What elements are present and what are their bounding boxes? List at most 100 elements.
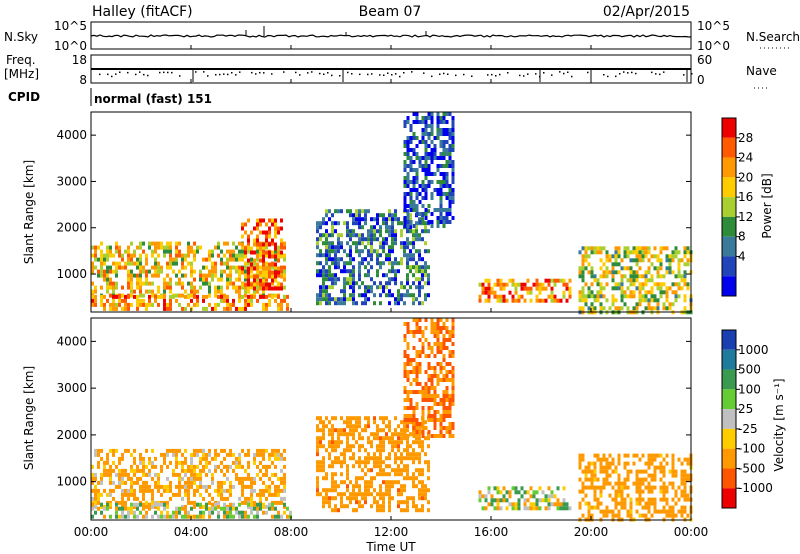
heatmap-cell: [421, 406, 425, 410]
heatmap-cell: [382, 496, 385, 501]
heatmap-cell: [373, 301, 376, 306]
heatmap-cell: [433, 188, 437, 192]
heatmap-cell: [94, 488, 97, 493]
heatmap-cell: [379, 233, 382, 238]
heatmap-cell: [169, 480, 172, 485]
heatmap-cell: [662, 497, 666, 502]
heatmap-cell: [370, 229, 373, 234]
heatmap-cell: [418, 456, 421, 461]
heatmap-cell: [638, 286, 642, 291]
heatmap-cell: [644, 294, 648, 299]
heatmap-cell: [127, 488, 130, 493]
heatmap-cell: [638, 489, 642, 494]
heatmap-cell: [397, 440, 400, 445]
heatmap-cell: [418, 496, 421, 501]
heatmap-cell: [190, 249, 193, 254]
heatmap-cell: [334, 416, 337, 421]
heatmap-cell: [97, 257, 100, 262]
heatmap-cell: [403, 152, 407, 156]
heatmap-cell: [151, 293, 154, 298]
heatmap-cell: [650, 453, 654, 458]
heatmap-cell: [199, 484, 202, 489]
heatmap-cell: [584, 254, 588, 259]
heatmap-cell: [421, 342, 425, 346]
heatmap-cell: [611, 513, 615, 518]
heatmap-cell: [376, 221, 379, 226]
heatmap-cell: [154, 484, 157, 489]
heatmap-cell: [181, 460, 184, 465]
heatmap-cell: [358, 213, 361, 218]
heatmap-cell: [638, 266, 642, 271]
heatmap-cell: [439, 180, 443, 184]
heatmap-cell: [184, 456, 187, 461]
heatmap-cell: [415, 152, 419, 156]
heatmap-cell: [268, 226, 271, 231]
nave-dot: [563, 72, 565, 75]
heatmap-cell: [415, 432, 418, 437]
heatmap-cell: [109, 306, 112, 311]
heatmap-cell: [289, 510, 292, 515]
heatmap-cell: [364, 460, 367, 465]
heatmap-cell: [262, 278, 265, 283]
heatmap-cell: [662, 481, 666, 486]
heatmap-cell: [451, 120, 455, 124]
heatmap-cell: [130, 492, 133, 497]
heatmap-cell: [352, 265, 355, 270]
heatmap-cell: [325, 253, 328, 258]
heatmap-cell: [256, 452, 259, 457]
heatmap-cell: [635, 246, 639, 251]
heatmap-cell: [605, 266, 609, 271]
heatmap-cell: [364, 289, 367, 294]
heatmap-cell: [415, 390, 419, 394]
heatmap-cell: [265, 261, 268, 266]
heatmap-cell: [343, 221, 346, 226]
heatmap-cell: [286, 302, 289, 307]
heatmap-cell: [343, 448, 346, 453]
heatmap-cell: [430, 128, 434, 132]
heatmap-cell: [629, 258, 633, 263]
heatmap-cell: [620, 278, 624, 283]
heatmap-cell: [436, 180, 440, 184]
heatmap-cell: [451, 402, 455, 406]
heatmap-cell: [346, 233, 349, 238]
heatmap-cell: [271, 262, 274, 267]
heatmap-cell: [370, 289, 373, 294]
heatmap-cell: [508, 502, 512, 507]
heatmap-cell: [94, 510, 97, 515]
heatmap-cell: [400, 484, 403, 489]
heatmap-cell: [415, 402, 419, 406]
heatmap-cell: [680, 461, 684, 466]
heatmap-cell: [340, 301, 343, 306]
heatmap-cell: [403, 245, 406, 250]
heatmap-cell: [406, 204, 410, 208]
heatmap-cell: [376, 229, 379, 234]
heatmap-cell: [250, 285, 253, 290]
heatmap-cell: [280, 265, 283, 270]
heatmap-cell: [650, 294, 654, 299]
heatmap-cell: [166, 285, 169, 290]
heatmap-cell: [181, 506, 184, 511]
heatmap-cell: [439, 346, 443, 350]
heatmap-cell: [181, 496, 184, 501]
heatmap-cell: [602, 270, 606, 275]
heatmap-cell: [283, 257, 286, 262]
heatmap-cell: [106, 273, 109, 278]
heatmap-cell: [427, 293, 430, 298]
heatmap-cell: [406, 176, 410, 180]
heatmap-cell: [178, 269, 181, 274]
heatmap-cell: [325, 301, 328, 306]
heatmap-cell: [103, 294, 106, 299]
nave-dot: [471, 75, 473, 77]
heatmap-cell: [565, 286, 569, 291]
heatmap-cell: [403, 120, 407, 124]
heatmap-cell: [626, 473, 630, 478]
heatmap-cell: [653, 485, 657, 490]
heatmap-cell: [199, 273, 202, 278]
heatmap-cell: [286, 506, 289, 511]
heatmap-cell: [256, 257, 259, 262]
heatmap-cell: [562, 502, 566, 507]
heatmap-cell: [436, 374, 440, 378]
heatmap-cell: [229, 506, 232, 511]
heatmap-cell: [130, 281, 133, 286]
heatmap-cell: [406, 148, 410, 152]
